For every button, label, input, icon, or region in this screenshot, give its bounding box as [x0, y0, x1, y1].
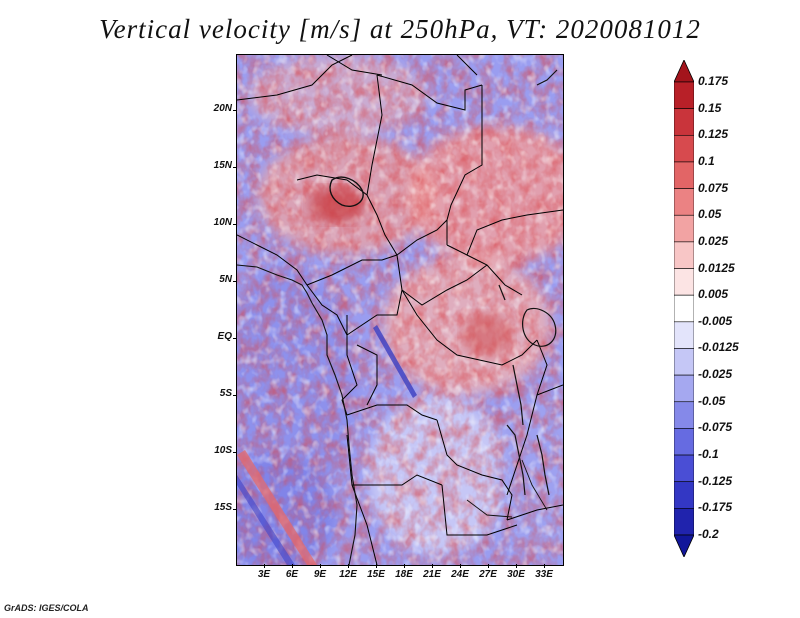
colorbar-label: -0.1	[698, 447, 719, 462]
lat-tick	[233, 395, 237, 396]
colorbar-top-arrow	[674, 60, 694, 83]
colorbar-segment	[674, 188, 694, 216]
lat-label-20n: 20N	[213, 103, 232, 114]
lon-label-9e: 9E	[313, 569, 327, 580]
great-lakes	[498, 284, 557, 496]
colorbar-segment	[674, 134, 694, 163]
map-title: Vertical velocity [m/s] at 250hPa, VT: 2…	[99, 14, 701, 44]
lat-label-10s: 10S	[214, 445, 232, 456]
lat-tick	[233, 110, 237, 111]
colorbar-segment	[674, 374, 694, 403]
colorbar-segment	[674, 108, 694, 136]
map-panel	[236, 54, 564, 566]
lat-label-15s: 15S	[214, 502, 232, 513]
colorbar-label: -0.005	[698, 313, 733, 328]
colorbar-bottom-arrow	[674, 534, 694, 557]
strong-updraft-east	[462, 313, 512, 357]
colorbar-segment	[674, 428, 694, 456]
colorbar-label: 0.025	[698, 233, 729, 248]
colorbar-segment	[674, 508, 694, 536]
lon-tick	[432, 564, 433, 568]
colorbar	[674, 60, 694, 557]
lon-label-21e: 21E	[423, 569, 441, 580]
colorbar-segment	[674, 268, 694, 296]
colorbar-segment	[674, 454, 694, 483]
lat-tick	[233, 509, 237, 510]
lat-tick	[233, 281, 237, 282]
lon-tick	[320, 564, 321, 568]
colorbar-segment	[674, 161, 694, 189]
lon-tick	[348, 564, 349, 568]
colorbar-label: -0.175	[698, 500, 733, 515]
lon-tick	[544, 564, 545, 568]
lat-tick	[233, 167, 237, 168]
lat-label-eq: EQ	[217, 331, 232, 342]
colorbar-segment	[674, 481, 694, 509]
lon-label-33e: 33E	[535, 569, 553, 580]
colorbar-label: 0.075	[698, 180, 729, 195]
lon-tick	[516, 564, 517, 568]
colorbar-label: 0.15	[698, 100, 722, 115]
colorbar-label: -0.125	[698, 473, 733, 488]
vertical-velocity-field	[237, 55, 563, 565]
lat-label-15n: 15N	[213, 160, 232, 171]
colorbar-segment	[674, 214, 694, 243]
lon-label-12e: 12E	[339, 569, 357, 580]
colorbar-segment	[674, 241, 694, 269]
neutral-speckle	[237, 55, 563, 565]
lat-label-5n: 5N	[219, 274, 232, 285]
lon-tick	[460, 564, 461, 568]
colorbar-segment	[674, 294, 694, 323]
colorbar-label: -0.05	[698, 393, 726, 408]
colorbar-label: 0.1	[698, 153, 715, 168]
colorbar-segment	[674, 348, 694, 376]
lon-label-6e: 6E	[285, 569, 299, 580]
lon-label-24e: 24E	[451, 569, 469, 580]
lon-label-30e: 30E	[507, 569, 525, 580]
colorbar-label: -0.2	[698, 527, 719, 541]
lat-label-5s: 5S	[219, 388, 232, 399]
lon-label-3e: 3E	[257, 569, 271, 580]
lon-tick	[292, 564, 293, 568]
lat-label-10n: 10N	[213, 217, 232, 228]
lon-label-18e: 18E	[395, 569, 413, 580]
lee-wave-band-1	[237, 450, 317, 565]
strong-updraft-lake-chad	[309, 187, 365, 223]
coastlines	[237, 69, 558, 565]
lat-tick	[233, 224, 237, 225]
narrow-downdraft	[373, 325, 417, 398]
lat-tick	[233, 338, 237, 339]
colorbar-label: 0.005	[698, 287, 729, 302]
grads-credit: GrADS: IGES/COLA	[4, 603, 89, 613]
lon-tick	[488, 564, 489, 568]
lat-tick	[233, 452, 237, 453]
colorbar-label: 0.0125	[698, 260, 735, 275]
colorbar-segment	[674, 321, 694, 349]
colorbar-label: -0.075	[698, 420, 733, 435]
colorbar-label: 0.125	[698, 127, 729, 142]
lon-tick	[264, 564, 265, 568]
colorbar-label: 0.05	[698, 207, 722, 222]
colorbar-label: 0.175	[698, 74, 729, 88]
lon-label-27e: 27E	[479, 569, 497, 580]
colorbar-segment	[674, 401, 694, 429]
colorbar-label: -0.0125	[698, 340, 739, 355]
lon-tick	[376, 564, 377, 568]
rivers-and-lines	[466, 459, 548, 518]
colorbar-label: -0.025	[698, 367, 733, 382]
lon-label-15e: 15E	[367, 569, 385, 580]
lee-wave-band-2	[237, 475, 295, 565]
colorbar-segment	[674, 81, 694, 109]
lon-tick	[404, 564, 405, 568]
